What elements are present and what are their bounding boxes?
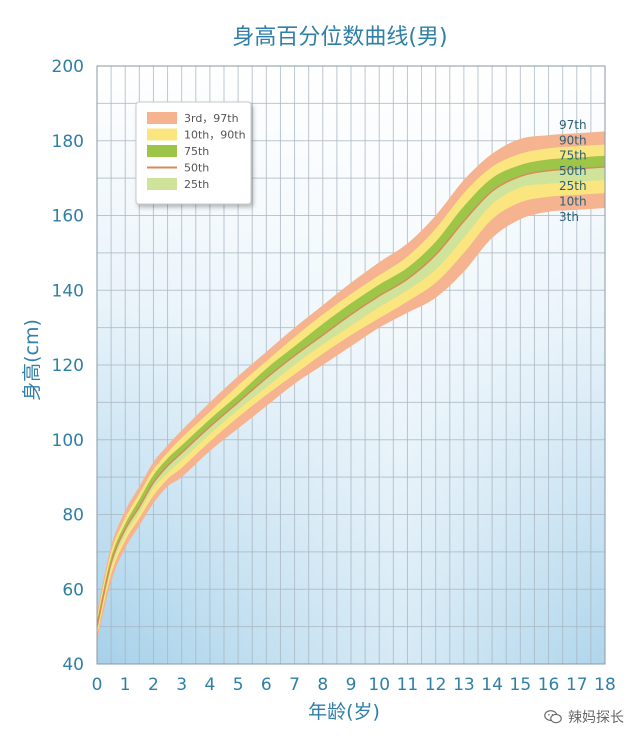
y-tick-label: 200 xyxy=(52,57,84,77)
chart-title: 身高百分位数曲线(男) xyxy=(232,25,447,50)
y-tick-label: 100 xyxy=(52,431,84,451)
percentile-bands xyxy=(96,131,606,642)
legend-label: 10th，90th xyxy=(184,129,246,142)
x-tick-label: 5 xyxy=(233,675,244,695)
x-tick-label: 13 xyxy=(453,675,475,695)
y-tick-label: 60 xyxy=(62,580,84,600)
y-tick-label: 80 xyxy=(62,506,84,526)
x-tick-label: 14 xyxy=(481,675,503,695)
x-tick-label: 16 xyxy=(538,675,560,695)
percentile-end-label: 90th xyxy=(559,133,587,147)
y-tick-label: 160 xyxy=(52,207,84,227)
watermark: 辣妈探长 xyxy=(544,707,624,727)
x-tick-label: 3 xyxy=(176,675,187,695)
x-tick-label: 8 xyxy=(317,675,328,695)
legend-swatch xyxy=(147,128,177,141)
wechat-logo-icon xyxy=(544,710,562,724)
x-tick-label: 9 xyxy=(346,675,357,695)
x-tick-label: 10 xyxy=(368,675,390,695)
x-tick-label: 2 xyxy=(148,675,159,695)
percentile-end-label: 75th xyxy=(559,149,587,163)
percentile-end-label: 97th xyxy=(559,118,587,132)
x-tick-label: 1 xyxy=(120,675,131,695)
x-tick-label: 11 xyxy=(397,675,419,695)
x-tick-label: 18 xyxy=(594,675,616,695)
percentile-end-label: 10th xyxy=(559,195,587,209)
percentile-end-label: 50th xyxy=(559,164,587,178)
plot-frame xyxy=(96,65,606,665)
x-axis-label: 年龄(岁) xyxy=(308,701,380,723)
y-tick-label: 120 xyxy=(52,356,84,376)
x-tick-labels: 0 1 2 3 4 5 6 7 8 9 10 11 12 13 14 15 16 17 18 xyxy=(92,675,616,695)
legend-swatch xyxy=(147,112,177,124)
y-tick-label: 140 xyxy=(52,281,84,301)
y-tick-label: 180 xyxy=(52,132,84,152)
x-tick-label: 17 xyxy=(566,675,588,695)
legend-label: 25th xyxy=(184,178,209,191)
legend-label: 75th xyxy=(184,145,209,158)
median-line-50th xyxy=(96,166,606,627)
x-tick-label: 0 xyxy=(92,675,103,695)
legend-items: 3rd，97th 10th，90th 75th 50th 25th xyxy=(147,112,246,191)
y-tick-label: 40 xyxy=(62,655,84,675)
x-tick-label: 4 xyxy=(204,675,215,695)
percentile-end-label: 3th xyxy=(559,210,579,224)
band-10th-90th xyxy=(97,144,605,636)
legend-label: 50th xyxy=(184,162,209,175)
x-tick-label: 12 xyxy=(425,675,447,695)
watermark-text: 辣妈探长 xyxy=(568,710,624,726)
legend-label: 3rd，97th xyxy=(184,112,239,125)
x-tick-label: 6 xyxy=(261,675,272,695)
y-axis-label: 身高(cm) xyxy=(21,319,43,401)
x-tick-label: 7 xyxy=(289,675,300,695)
legend-swatch xyxy=(147,145,177,157)
percentile-end-label: 25th xyxy=(559,179,587,193)
y-tick-labels: 40 60 80 100 120 140 160 180 200 xyxy=(52,57,84,675)
x-tick-label: 15 xyxy=(510,675,532,695)
legend-swatch xyxy=(147,178,177,190)
